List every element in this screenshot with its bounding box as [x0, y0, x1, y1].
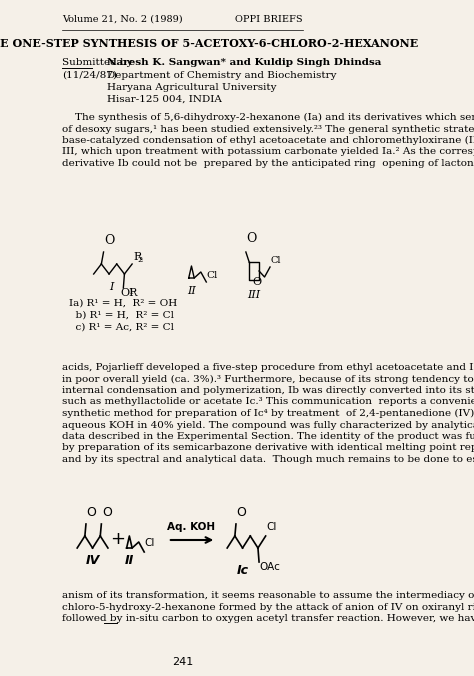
Text: 241: 241	[172, 657, 193, 667]
Text: derivative Ib could not be  prepared by the anticipated ring  opening of lactone: derivative Ib could not be prepared by t…	[63, 159, 474, 168]
Text: O: O	[87, 506, 96, 519]
Text: II: II	[125, 554, 134, 567]
Text: O: O	[246, 232, 256, 245]
Text: III, which upon treatment with potassium carbonate yielded Ia.² As the correspon: III, which upon treatment with potassium…	[63, 147, 474, 157]
Text: data described in the Experimental Section. The identity of the product was furt: data described in the Experimental Secti…	[63, 432, 474, 441]
Text: O: O	[237, 506, 246, 519]
Text: Cl: Cl	[145, 538, 155, 548]
Text: and by its spectral and analytical data.  Though much remains to be done to esta: and by its spectral and analytical data.…	[63, 455, 474, 464]
Text: b) R¹ = H,  R² = Cl: b) R¹ = H, R² = Cl	[69, 311, 174, 320]
Text: 2: 2	[137, 256, 143, 264]
Text: O: O	[252, 277, 261, 287]
Text: O: O	[104, 234, 115, 247]
Text: base-catalyzed condensation of ethyl acetoacetate and chloromethyloxirane (II) t: base-catalyzed condensation of ethyl ace…	[63, 136, 474, 145]
Text: such as methyllactolide or acetate Ic.³ This communication  reports a convenient: such as methyllactolide or acetate Ic.³ …	[63, 397, 474, 406]
Text: anism of its transformation, it seems reasonable to assume the intermediacy of 3: anism of its transformation, it seems re…	[63, 591, 474, 600]
Text: of desoxy sugars,¹ has been studied extensively.²³ The general synthetic strateg: of desoxy sugars,¹ has been studied exte…	[63, 124, 474, 133]
Text: Cl: Cl	[207, 271, 218, 280]
Text: (11/24/87): (11/24/87)	[63, 71, 118, 80]
Text: followed by in-situ carbon to oxygen acetyl transfer reaction. However, we have : followed by in-situ carbon to oxygen ace…	[63, 614, 474, 623]
Text: by preparation of its semicarbazone derivative with identical melting point repo: by preparation of its semicarbazone deri…	[63, 443, 474, 452]
Text: Aq. KOH: Aq. KOH	[167, 522, 215, 532]
Text: Volume 21, No. 2 (1989): Volume 21, No. 2 (1989)	[63, 15, 183, 24]
Text: Submitted by: Submitted by	[63, 58, 133, 67]
Text: Cl: Cl	[271, 256, 281, 265]
Text: Naresh K. Sangwan* and Kuldip Singh Dhindsa: Naresh K. Sangwan* and Kuldip Singh Dhin…	[108, 58, 382, 67]
Text: acids, Pojarlieff developed a five-step procedure from ethyl acetoacetate and II: acids, Pojarlieff developed a five-step …	[63, 363, 474, 372]
Text: OPPI BRIEFS: OPPI BRIEFS	[236, 15, 303, 24]
Text: in poor overall yield (ca. 3%).³ Furthermore, because of its strong tendency to : in poor overall yield (ca. 3%).³ Further…	[63, 375, 474, 383]
Text: A SIMPLE ONE-STEP SYNTHESIS OF 5-ACETOXY-6-CHLORO-2-HEXANONE: A SIMPLE ONE-STEP SYNTHESIS OF 5-ACETOXY…	[0, 38, 419, 49]
Text: R: R	[133, 252, 141, 262]
Text: OAc: OAc	[260, 562, 281, 572]
Text: Cl: Cl	[267, 522, 277, 532]
Text: OR: OR	[120, 288, 137, 298]
Text: II: II	[187, 286, 196, 296]
Text: Hisar-125 004, INDIA: Hisar-125 004, INDIA	[108, 95, 222, 104]
Text: aqueous KOH in 40% yield. The compound was fully characterized by analytical and: aqueous KOH in 40% yield. The compound w…	[63, 420, 474, 429]
Text: internal condensation and polymerization, Ib was directly converted into its sta: internal condensation and polymerization…	[63, 386, 474, 395]
Text: Ic: Ic	[237, 564, 248, 577]
Text: Department of Chemistry and Biochemistry: Department of Chemistry and Biochemistry	[108, 71, 337, 80]
Text: Haryana Agricultural University: Haryana Agricultural University	[108, 83, 277, 92]
Text: IV: IV	[85, 554, 100, 567]
Text: O: O	[102, 506, 112, 519]
Text: I: I	[109, 282, 113, 292]
Text: Ia) R¹ = H,  R² = OH: Ia) R¹ = H, R² = OH	[69, 299, 177, 308]
Text: 1: 1	[129, 288, 134, 296]
Text: +: +	[110, 530, 125, 548]
Text: c) R¹ = Ac, R² = Cl: c) R¹ = Ac, R² = Cl	[69, 323, 174, 332]
Text: III: III	[247, 290, 261, 300]
Text: synthetic method for preparation of Ic⁴ by treatment  of 2,4-pentanedione (IV) w: synthetic method for preparation of Ic⁴ …	[63, 409, 474, 418]
Text: The synthesis of 5,6-dihydroxy-2-hexanone (Ia) and its derivatives which serve a: The synthesis of 5,6-dihydroxy-2-hexanon…	[63, 113, 474, 122]
Text: chloro-5-hydroxy-2-hexanone formed by the attack of anion of IV on oxiranyl ring: chloro-5-hydroxy-2-hexanone formed by th…	[63, 602, 474, 612]
